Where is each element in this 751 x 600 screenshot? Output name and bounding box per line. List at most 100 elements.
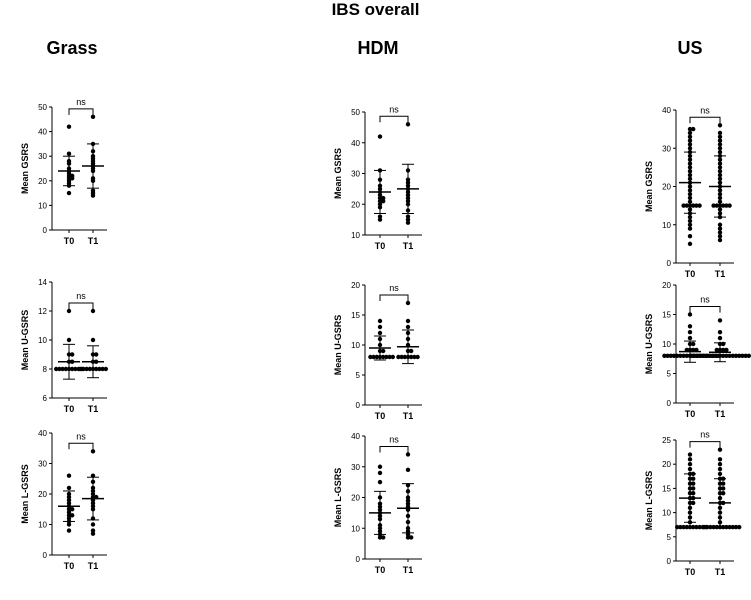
data-point (377, 217, 383, 222)
significance-bracket (379, 115, 409, 123)
data-point (405, 535, 411, 540)
data-point (721, 491, 726, 496)
y-axis-label: Mean L-GSRS (20, 464, 30, 524)
y-tick-label: 10 (38, 201, 47, 210)
data-point (100, 366, 105, 372)
x-tick-label: T1 (715, 409, 726, 419)
data-point (730, 524, 735, 530)
data-point (737, 524, 742, 530)
data-point (687, 457, 693, 462)
data-point (684, 203, 689, 208)
data-point (415, 354, 420, 360)
data-point (687, 214, 693, 220)
y-tick-label: 0 (356, 401, 361, 410)
data-point (70, 366, 75, 372)
x-tick-label: T0 (64, 236, 75, 246)
data-point (687, 312, 693, 317)
data-point (687, 524, 693, 530)
panel-us-gsrs: 0 10 20 30 40 Mean GSRS T0 T1 ns (644, 105, 734, 279)
significance-label: ns (76, 291, 86, 301)
data-point (730, 353, 735, 358)
data-point (681, 203, 686, 208)
data-point (668, 353, 673, 358)
y-tick-label: 10 (351, 231, 360, 240)
y-tick-label: 40 (38, 429, 47, 438)
data-point (717, 142, 723, 147)
panel-grass-u-gsrs: 6 8 10 12 14 Mean U-GSRS T0 T1 ns (20, 278, 109, 414)
x-tick-label: T1 (88, 561, 99, 571)
data-point (381, 535, 386, 540)
data-point (733, 353, 739, 358)
y-tick-label: 14 (38, 278, 47, 287)
data-point (717, 222, 723, 227)
data-point (721, 203, 726, 208)
data-point (717, 230, 723, 235)
y-tick-label: 0 (43, 226, 48, 235)
panel-hdm-u-gsrs: 0 5 10 15 20 Mean U-GSRS T0 T1 ns (333, 281, 422, 421)
data-point (717, 330, 723, 335)
y-tick-label: 10 (662, 221, 671, 230)
y-tick-label: 10 (38, 336, 47, 345)
y-tick-label: 15 (351, 311, 360, 320)
y-tick-label: 10 (38, 521, 47, 530)
data-point (678, 353, 683, 358)
y-tick-label: 20 (662, 281, 671, 290)
y-tick-label: 40 (351, 139, 360, 148)
data-point (717, 138, 723, 143)
data-point (717, 130, 723, 136)
column-title-grass: Grass (46, 38, 98, 58)
data-point (405, 324, 411, 330)
data-point (405, 122, 411, 127)
significance-bracket (68, 108, 94, 115)
data-point (724, 353, 729, 358)
data-point (377, 134, 383, 139)
data-point (409, 348, 414, 354)
data-point (57, 366, 62, 372)
data-point (70, 507, 75, 512)
y-tick-label: 20 (38, 490, 47, 499)
y-tick-label: 10 (351, 341, 360, 350)
data-point (687, 462, 693, 467)
data-point (721, 347, 726, 353)
data-point (405, 467, 411, 473)
significance-label: ns (389, 283, 399, 293)
data-point (381, 348, 386, 354)
data-point (687, 241, 693, 247)
significance-label: ns (700, 295, 710, 305)
data-point (717, 146, 723, 151)
y-tick-label: 5 (667, 533, 672, 542)
y-tick-label: 0 (667, 399, 672, 408)
y-tick-label: 20 (662, 183, 671, 192)
data-point (87, 366, 93, 372)
y-tick-label: 10 (662, 340, 671, 349)
data-point (90, 449, 96, 454)
data-point (733, 524, 739, 530)
data-point (684, 353, 689, 358)
data-point (721, 486, 726, 491)
data-point (90, 308, 96, 314)
data-point (78, 366, 83, 372)
y-tick-label: 15 (662, 484, 671, 493)
data-point (681, 353, 686, 358)
data-point (687, 138, 693, 143)
y-axis-label: Mean GSRS (20, 143, 30, 194)
data-point (708, 353, 713, 358)
panel-hdm-l-gsrs: 0 10 20 30 40 Mean L-GSRS T0 T1 ns (333, 432, 422, 575)
y-tick-label: 20 (38, 177, 47, 186)
y-axis-label: Mean GSRS (644, 161, 654, 212)
data-point (711, 203, 716, 208)
y-tick-label: 30 (351, 463, 360, 472)
y-tick-label: 20 (351, 494, 360, 503)
data-point (84, 366, 89, 372)
y-tick-label: 30 (38, 152, 47, 161)
panel-hdm-gsrs: 10 20 30 40 50 Mean GSRS T0 T1 ns (333, 104, 422, 251)
data-point (66, 337, 72, 343)
data-point (692, 353, 697, 358)
panel-grass-gsrs: 0 10 20 30 40 50 Mean GSRS T0 T1 ns (20, 97, 107, 246)
data-point (701, 524, 707, 530)
data-point (717, 123, 723, 128)
data-point (691, 524, 696, 530)
figure-title: IBS overall (331, 0, 420, 19)
data-point (705, 353, 710, 358)
data-point (691, 500, 696, 506)
